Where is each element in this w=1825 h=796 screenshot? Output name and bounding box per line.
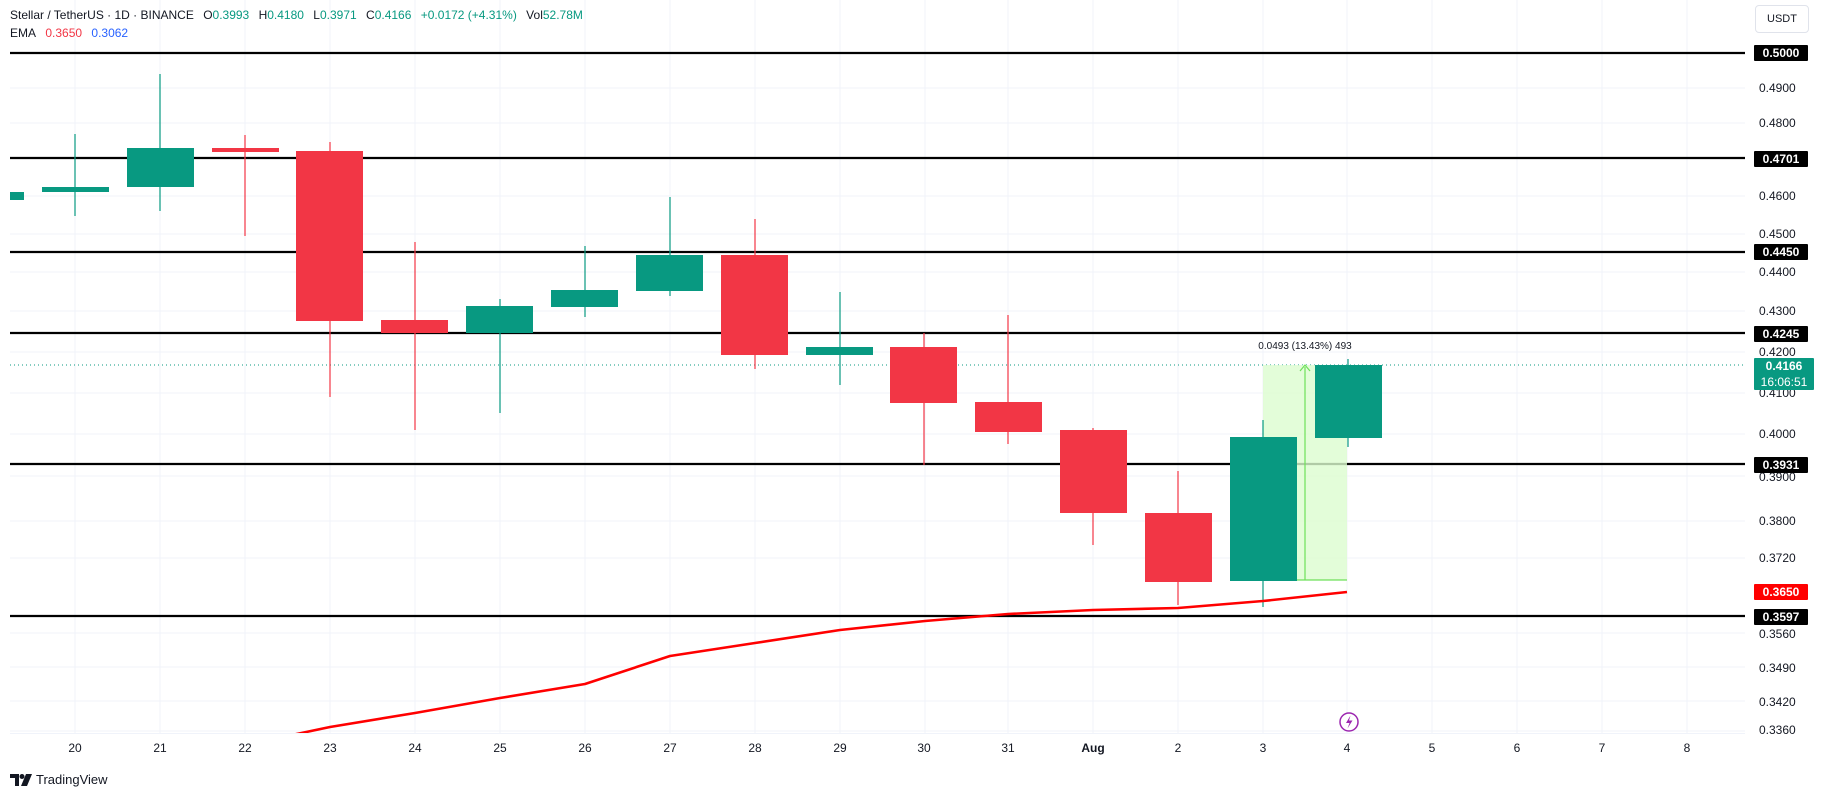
time-tick-month: Aug — [1081, 741, 1105, 755]
volume-label: Vol — [526, 8, 543, 22]
brand-name: TradingView — [36, 772, 108, 787]
chart-pane[interactable] — [10, 0, 1745, 733]
open-value: 0.3993 — [212, 8, 250, 22]
time-tick: 26 — [578, 741, 592, 755]
ema-value-2: 0.3062 — [91, 26, 129, 40]
tradingview-logo-icon — [10, 773, 32, 786]
time-tick: 25 — [493, 741, 507, 755]
time-tick: 22 — [238, 741, 252, 755]
time-axis[interactable]: 20 21 22 23 24 25 26 27 28 29 30 31 Aug … — [10, 733, 1745, 762]
time-tick: 3 — [1259, 741, 1267, 755]
price-tick: 0.3800 — [1759, 514, 1796, 528]
change-value: +0.0172 (+4.31%) — [420, 8, 517, 22]
grid-horizontal — [10, 87, 1745, 732]
candles — [10, 74, 1382, 607]
price-tick: 0.3360 — [1759, 723, 1796, 737]
time-tick: 5 — [1428, 741, 1436, 755]
time-tick: 28 — [748, 741, 762, 755]
price-tick: 0.4400 — [1759, 265, 1796, 279]
price-tick: 0.4300 — [1759, 304, 1796, 318]
price-tick: 0.3420 — [1759, 695, 1796, 709]
time-tick: 31 — [1001, 741, 1015, 755]
ema-row[interactable]: EMA 0.3650 0.3062 — [10, 24, 583, 42]
ema-value-1: 0.3650 — [45, 26, 83, 40]
price-tick: 0.4500 — [1759, 227, 1796, 241]
time-tick: 29 — [833, 741, 847, 755]
measure-label: 0.0493 (13.43%) 493 — [1258, 341, 1352, 352]
time-tick: 21 — [153, 741, 167, 755]
time-tick: 23 — [323, 741, 337, 755]
ema-line[interactable] — [292, 590, 1348, 733]
time-tick: 6 — [1513, 741, 1521, 755]
level-tag: 0.4245 — [1754, 326, 1808, 342]
candlestick-chart — [10, 0, 1745, 733]
price-tick: 0.4600 — [1759, 189, 1796, 203]
grid-vertical — [74, 0, 1688, 733]
level-tag: 0.5000 — [1754, 45, 1808, 61]
level-tag: 0.3931 — [1754, 457, 1808, 473]
level-tag: 0.3597 — [1754, 609, 1808, 625]
low-value: 0.3971 — [319, 8, 357, 22]
horizontal-levels[interactable] — [10, 51, 1745, 618]
price-tick: 0.4000 — [1759, 427, 1796, 441]
open-label: O — [203, 8, 213, 22]
current-price: 0.4166 — [1765, 359, 1803, 373]
high-label: H — [258, 8, 268, 22]
price-tick: 0.3560 — [1759, 627, 1796, 641]
current-price-tag: 0.4166 16:06:51 — [1754, 358, 1814, 390]
symbol-title[interactable]: Stellar / TetherUS · 1D · BINANCE — [10, 8, 194, 22]
price-tick: 0.3720 — [1759, 551, 1796, 565]
price-tick: 0.4200 — [1759, 345, 1796, 359]
time-tick: 24 — [408, 741, 422, 755]
price-tick: 0.4800 — [1759, 116, 1796, 130]
lightning-event-icon[interactable] — [1339, 712, 1359, 732]
currency-button[interactable]: USDT — [1755, 5, 1809, 33]
bar-countdown: 16:06:51 — [1760, 375, 1808, 389]
ema-label: EMA — [10, 26, 37, 40]
ema-price-tag: 0.3650 — [1754, 584, 1808, 600]
high-value: 0.4180 — [267, 8, 304, 22]
time-tick: 30 — [917, 741, 931, 755]
close-value: 0.4166 — [374, 8, 412, 22]
time-tick: 2 — [1174, 741, 1182, 755]
tradingview-branding[interactable]: TradingView — [10, 772, 108, 787]
time-tick: 7 — [1598, 741, 1606, 755]
low-label: L — [313, 8, 320, 22]
time-tick: 8 — [1683, 741, 1691, 755]
ohlc-row: Stellar / TetherUS · 1D · BINANCE O0.399… — [10, 6, 583, 24]
time-tick: 4 — [1343, 741, 1351, 755]
price-axis[interactable]: 0.4900 0.4800 0.4600 0.4500 0.4400 0.430… — [1745, 0, 1825, 737]
level-tag: 0.4450 — [1754, 244, 1808, 260]
price-tick: 0.4900 — [1759, 81, 1796, 95]
time-tick: 27 — [663, 741, 677, 755]
price-tick: 0.3900 — [1759, 470, 1796, 484]
level-tag: 0.4701 — [1754, 151, 1808, 167]
price-tick: 0.3490 — [1759, 661, 1796, 675]
chart-legend: Stellar / TetherUS · 1D · BINANCE O0.399… — [10, 6, 583, 42]
time-tick: 20 — [68, 741, 82, 755]
volume-value: 52.78M — [542, 8, 583, 22]
close-label: C — [366, 8, 375, 22]
